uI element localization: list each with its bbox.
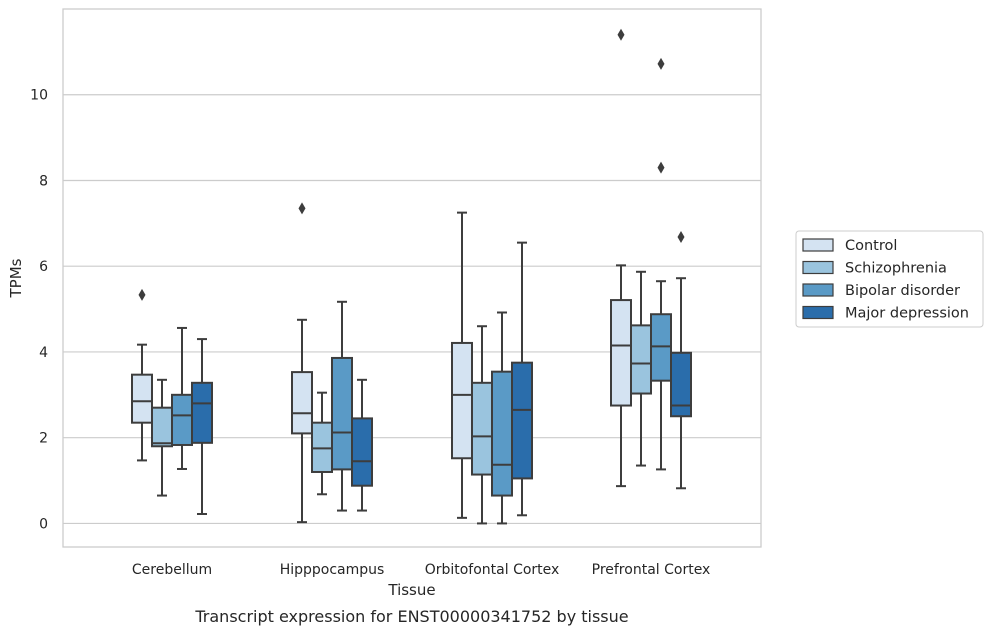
legend-frame	[795, 230, 984, 328]
legend-items: Control Schizophrenia Bipolar disorder Majo…	[802, 238, 969, 322]
y-tick-label: 2	[39, 431, 48, 447]
legend-label: Major depression	[845, 306, 969, 322]
iqr-box	[471, 381, 493, 476]
box-major-depression	[511, 241, 533, 517]
box-bipolar-disorder	[331, 300, 353, 512]
iqr-box	[451, 341, 473, 460]
x-axis-title: Tissue	[387, 581, 435, 599]
iqr-box	[650, 313, 672, 382]
chart-title: Transcript expression for ENST0000034175…	[194, 607, 628, 626]
box-control	[610, 28, 632, 488]
box-schizophrenia	[630, 270, 652, 467]
box-schizophrenia	[151, 378, 173, 497]
y-tick-label: 8	[39, 173, 48, 189]
iqr-box	[491, 370, 513, 497]
legend-swatch	[802, 305, 834, 320]
iqr-box	[351, 417, 373, 487]
iqr-box	[131, 373, 153, 424]
box-control	[131, 288, 153, 462]
box-schizophrenia	[311, 391, 333, 496]
grid-lines	[63, 94, 761, 525]
plot-frame	[62, 8, 762, 548]
iqr-box	[291, 371, 313, 435]
legend-label: Bipolar disorder	[845, 283, 960, 299]
outlier-point	[657, 161, 665, 174]
x-tick-label: Orbitofontal Cortex	[425, 562, 560, 578]
iqr-box	[311, 421, 333, 473]
iqr-box	[171, 393, 193, 446]
outlier-point	[657, 57, 665, 70]
iqr-box	[191, 381, 213, 444]
legend-swatch	[802, 238, 834, 252]
box-bipolar-disorder	[491, 311, 513, 525]
x-tick-label: Hipppocampus	[280, 562, 385, 578]
x-tick-label: Cerebellum	[132, 562, 212, 578]
box-major-depression	[670, 231, 692, 490]
y-tick-label: 10	[30, 88, 48, 104]
y-tick-labels: 0 2 4 6 8 10	[30, 88, 48, 533]
legend: Control Schizophrenia Bipolar disorder Majo…	[795, 230, 984, 328]
box-control	[291, 202, 313, 524]
iqr-box	[670, 351, 692, 418]
box-major-depression	[351, 378, 373, 512]
legend-swatch	[802, 283, 834, 297]
y-tick-label: 4	[39, 345, 48, 361]
box-bipolar-disorder	[171, 326, 193, 470]
outlier-point	[298, 202, 306, 215]
box-major-depression	[191, 338, 213, 515]
box-schizophrenia	[471, 325, 493, 525]
boxes	[131, 28, 692, 525]
box-control	[451, 211, 473, 519]
legend-label: Control	[845, 238, 897, 254]
box-bipolar-disorder	[650, 57, 672, 471]
iqr-box	[630, 324, 652, 395]
x-tick-labels: Cerebellum Hipppocampus Orbitofontal Corte…	[132, 562, 710, 578]
y-tick-label: 6	[39, 259, 48, 275]
iqr-box	[511, 361, 533, 480]
outlier-point	[617, 28, 625, 41]
y-tick-label: 0	[39, 516, 48, 532]
legend-label: Schizophrenia	[845, 261, 947, 277]
iqr-box	[151, 406, 173, 448]
outlier-point	[677, 231, 685, 244]
iqr-box	[610, 299, 632, 407]
legend-swatch	[802, 260, 834, 275]
x-tick-label: Prefrontal Cortex	[592, 562, 711, 578]
outlier-point	[138, 288, 146, 301]
iqr-box	[331, 356, 353, 471]
y-axis-title: TPMs	[7, 258, 25, 298]
